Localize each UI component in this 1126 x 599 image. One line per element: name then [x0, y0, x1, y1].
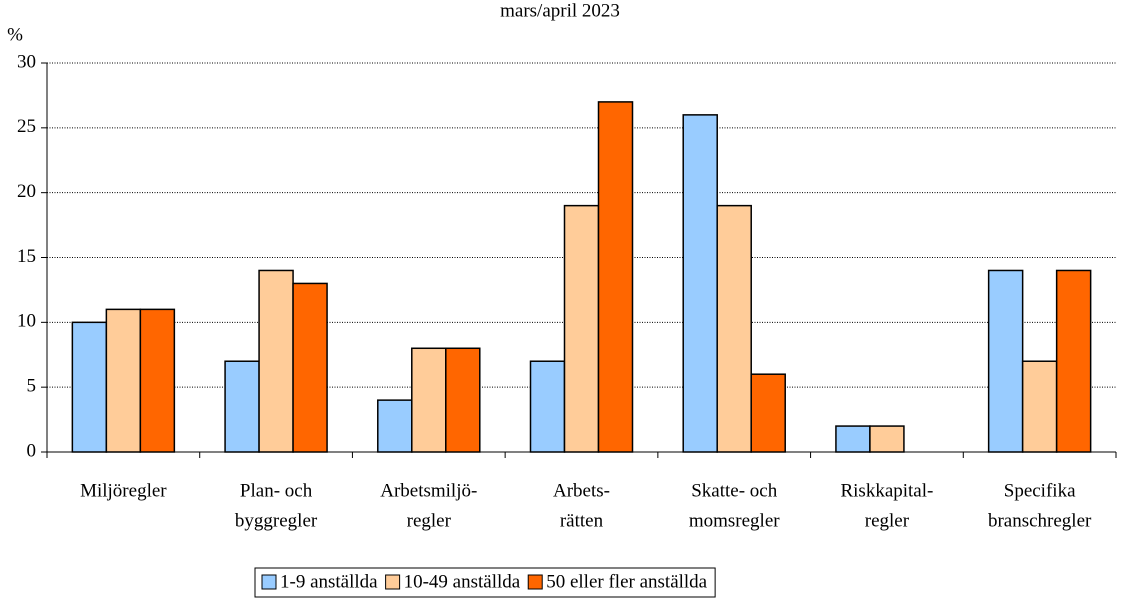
y-tick-label: 0 [27, 440, 37, 461]
x-tick-label: rätten [560, 510, 604, 531]
y-tick-label: 5 [27, 376, 37, 397]
bar [139, 308, 176, 453]
x-tick-label: Riskkapital- [840, 480, 933, 501]
x-tick-label: Specifika [1004, 480, 1076, 501]
x-tick-label: momsregler [689, 510, 780, 531]
bar [987, 269, 1024, 453]
y-tick-label: 20 [17, 181, 36, 202]
x-tick-label: regler [407, 510, 452, 531]
x-tick-label: Skatte- och [691, 480, 778, 501]
bar [716, 204, 752, 453]
bar [71, 321, 108, 453]
bar [292, 282, 328, 453]
bar [1021, 360, 1058, 453]
legend-swatch [527, 574, 543, 590]
y-tick-label: 30 [17, 51, 36, 72]
y-tick-label: 15 [17, 246, 36, 267]
bar [445, 347, 481, 453]
y-axis-label: % [7, 24, 23, 45]
x-tick-label: regler [865, 510, 910, 531]
x-tick-label: branschregler [988, 510, 1092, 531]
legend-swatch [261, 574, 277, 590]
legend-label: 1-9 anställda [280, 571, 378, 592]
y-tick-label: 25 [17, 116, 36, 137]
legend-swatch [385, 574, 401, 590]
bar [682, 114, 718, 453]
chart-title: mars/april 2023 [500, 0, 620, 21]
legend-label: 50 eller fler anställda [546, 571, 707, 592]
bar [105, 308, 142, 453]
bar [1055, 269, 1092, 453]
x-tick-label: Arbetsmiljö- [380, 480, 477, 501]
bar [411, 347, 447, 453]
bar [835, 425, 871, 453]
x-tick-label: byggregler [235, 510, 318, 531]
x-tick-label: Miljöregler [80, 480, 167, 501]
bar [258, 269, 294, 453]
bar [750, 373, 786, 453]
bar [377, 399, 413, 453]
y-tick-label: 10 [17, 311, 36, 332]
bar [529, 360, 566, 453]
legend [254, 567, 716, 598]
x-tick-label: Plan- och [240, 480, 313, 501]
bar [869, 425, 905, 453]
x-tick-label: Arbets- [553, 480, 610, 501]
bar [597, 101, 634, 453]
legend-label: 10-49 anställda [404, 571, 521, 592]
bar [563, 204, 600, 453]
bar [224, 360, 260, 453]
